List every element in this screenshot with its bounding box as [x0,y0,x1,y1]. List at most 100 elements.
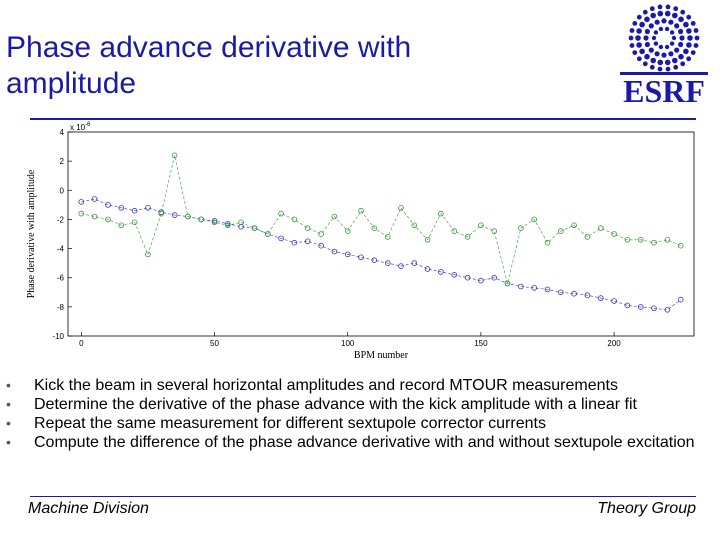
series-blue-point [651,305,657,312]
logo-dot [644,53,650,60]
series-blue-point [584,292,591,299]
series-green-point [557,228,564,234]
logo-dot [639,21,645,28]
logo-dot [657,10,664,17]
logo-dot [658,44,664,50]
logo-dot [664,10,671,17]
bullet-icon: • [6,396,11,412]
logo-dot [687,35,693,41]
logo-dot [674,23,680,29]
y-tick-label: 4 [60,128,65,137]
series-green-point [371,225,378,231]
series-blue-point [571,290,577,297]
logo-dot [690,21,696,26]
logo-dot [668,19,674,25]
logo-dot [665,4,671,10]
logo-dot [632,50,638,55]
logo-dot [642,9,648,15]
logo-dot [654,19,660,25]
logo-dot [664,59,671,66]
series-blue-point [478,277,484,284]
series-blue-point [637,304,644,310]
series-green-point [78,210,85,217]
y-axis-label: Phase derivative with amplitude [26,169,37,298]
logo-dot [664,44,670,50]
esrf-logo: ESRF [620,4,708,109]
y-tick-label: 0 [60,186,65,195]
logo-dot [668,51,674,57]
series-green-point [185,213,191,220]
series-blue-point [238,223,244,230]
logo-text: ESRF [623,73,705,109]
series-green-point [131,219,138,226]
series-blue-point [225,221,231,227]
footer-left: Machine Division [28,500,149,517]
series-green-point [211,219,218,226]
series-green-point [105,216,111,223]
series-blue-point [491,274,498,281]
axis-scale-label: x 10-6 [70,122,91,132]
series-blue-point [438,269,444,275]
series-blue-point [304,238,311,245]
title-divider [30,118,696,120]
logo-dot [669,41,675,46]
logo-dot [657,66,663,72]
series-green-point [504,280,511,287]
logo-dot [635,35,641,41]
logo-dot [644,28,650,35]
logo-dot [636,42,642,48]
series-blue-point [331,248,338,255]
series-green-point [611,231,617,237]
series-blue-point [384,260,391,266]
logo-dot [632,21,638,26]
logo-dot [686,14,692,20]
series-blue-point [677,296,684,303]
series-green-point [518,225,524,231]
series-green-point [265,231,271,237]
series-blue-point [464,274,471,281]
series-blue-point [118,205,125,211]
series-green-point [478,222,484,229]
logo-dot [679,35,685,41]
logo-dot [683,48,689,55]
logo-dot [678,41,684,48]
series-green-point [238,219,244,226]
series-blue-point [91,196,98,202]
series-blue-point [531,285,538,291]
logo-dot [657,59,664,66]
logo-dot [650,57,656,64]
logo-dot [686,28,692,34]
series-green-point [251,225,258,231]
logo-dot [650,12,656,19]
logo-dot [628,35,634,41]
logo-dot [649,6,655,12]
series-green-point [571,222,577,229]
series-blue-point [411,260,418,266]
series-green-point [384,234,391,240]
logo-dot [673,64,679,70]
series-green-point [344,228,351,234]
bullet-item: • Kick the beam in several horizontal amp… [6,377,618,394]
logo-dot [642,61,648,67]
logo-dot [672,57,678,64]
series-blue-point [105,202,111,208]
logo-dot [686,42,692,48]
series-green-point [637,237,644,243]
series-green-point [544,239,551,246]
phase-derivative-chart: Phase derivative with amplitude BPM numb… [26,122,695,361]
logo-dot [648,23,654,29]
bullet-list: • Kick the beam in several horizontal amp… [4,376,716,452]
logo-dot [636,56,642,62]
logo-dot [674,47,680,53]
series-green-point [318,231,324,237]
slide-title: Phase advance derivative with amplitude [6,31,412,100]
logo-dot [678,28,684,35]
series-blue-point [398,263,404,269]
series-green-point [464,234,471,240]
logo-dot [661,52,667,58]
series-blue-point [544,286,551,293]
series-green-point [664,237,671,243]
series-blue-point [344,251,351,258]
logo-dot [653,41,659,46]
series-green-point [291,216,298,223]
